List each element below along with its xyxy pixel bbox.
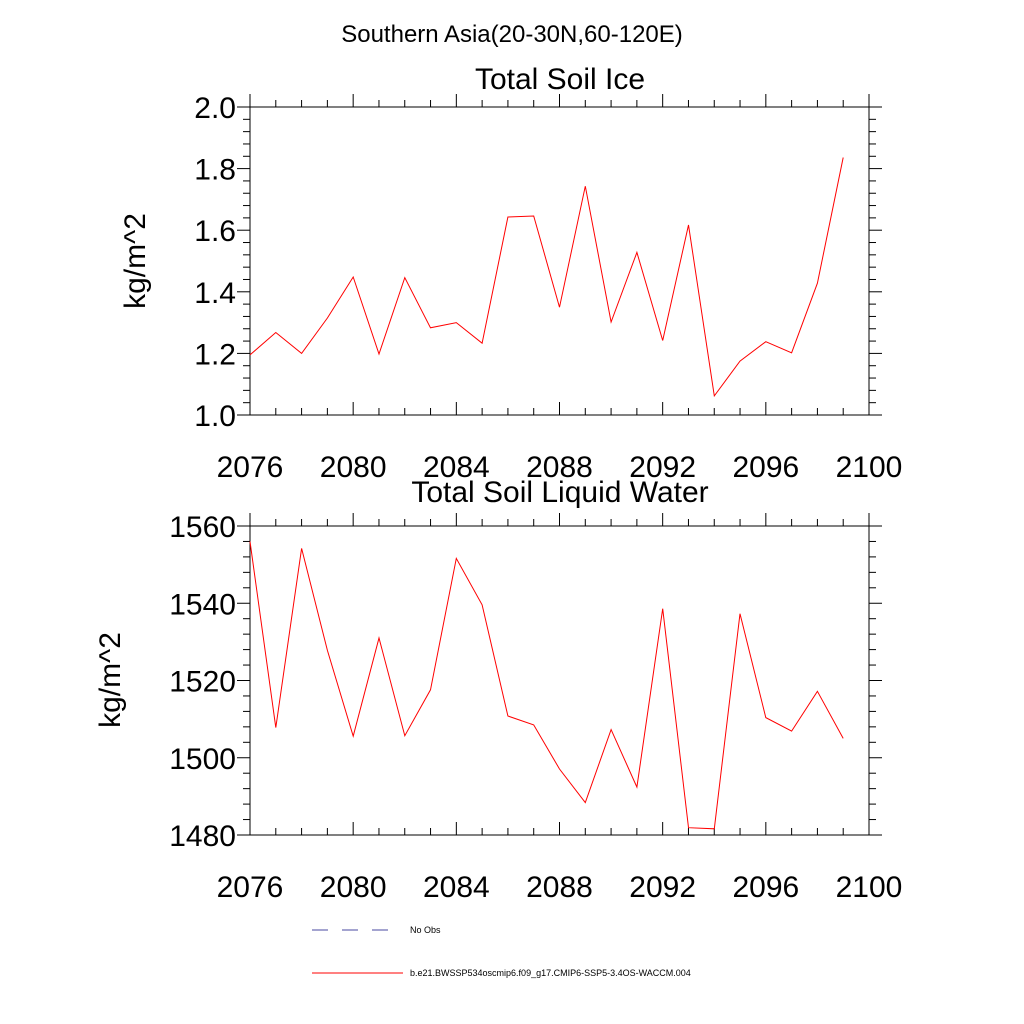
x-tick-label: 2088 <box>526 871 593 904</box>
tick-labels-total-soil-ice: 2076 2080 2084 2088 2092 2096 2100 1.0 1.2 1.4 1.6… <box>194 92 902 484</box>
x-tick-label: 2080 <box>320 871 387 904</box>
panel-title-total-soil-ice: Total Soil Ice <box>475 63 645 96</box>
legend-obs-label: No Obs <box>410 925 441 935</box>
x-tick-label: 2084 <box>423 451 490 484</box>
axis-ticks-total-soil-ice <box>237 94 882 416</box>
x-tick-label: 2100 <box>836 451 903 484</box>
y-tick-label: 1500 <box>169 743 236 776</box>
tick-labels-total-soil-liquid-water: 2076 2080 2084 2088 2092 2096 2100 1480 1500 1520… <box>169 511 902 904</box>
y-tick-label: 1.0 <box>194 400 236 433</box>
y-tick-label: 1.6 <box>194 215 236 248</box>
y-tick-label: 1520 <box>169 666 236 699</box>
y-tick-label: 1540 <box>169 588 236 621</box>
chart-panel-total-soil-liquid-water: Total Soil Liquid Water kg/m^2 2076 2080 2… <box>94 476 902 904</box>
series-total-soil-liquid-water <box>249 541 844 830</box>
figure-title: Southern Asia(20-30N,60-120E) <box>341 21 683 48</box>
x-tick-label: 2096 <box>732 871 799 904</box>
x-tick-label: 2100 <box>836 871 903 904</box>
plot-frame-total-soil-liquid-water <box>249 525 870 836</box>
plot-frame-total-soil-ice <box>249 106 870 416</box>
x-tick-label: 2076 <box>217 451 284 484</box>
y-tick-label: 2.0 <box>194 92 236 125</box>
x-tick-label: 2076 <box>217 871 284 904</box>
series-line-total-soil-liquid-water <box>249 541 844 830</box>
x-tick-label: 2088 <box>526 451 593 484</box>
y-tick-label: 1480 <box>169 820 236 853</box>
x-tick-label: 2080 <box>320 451 387 484</box>
series-line-total-soil-ice <box>249 157 844 398</box>
legend-model-label: b.e21.BWSSP534oscmip6.f09_g17.CMIP6-SSP5… <box>410 968 691 978</box>
y-axis-label-total-soil-liquid-water: kg/m^2 <box>94 632 127 728</box>
x-tick-label: 2092 <box>629 451 696 484</box>
panel-title-total-soil-liquid-water: Total Soil Liquid Water <box>411 476 708 509</box>
series-total-soil-ice <box>249 157 844 398</box>
y-tick-label: 1.8 <box>194 154 236 187</box>
y-tick-label: 1.4 <box>194 277 236 310</box>
y-axis-label-total-soil-ice: kg/m^2 <box>119 213 152 309</box>
y-tick-label: 1.2 <box>194 338 236 371</box>
x-tick-label: 2084 <box>423 871 490 904</box>
chart-panel-total-soil-ice: Total Soil Ice kg/m^2 2076 2080 2084 2088 20… <box>119 63 902 484</box>
axis-ticks-total-soil-liquid-water <box>237 513 882 836</box>
x-tick-label: 2092 <box>629 871 696 904</box>
legend: No Obs b.e21.BWSSP534oscmip6.f09_g17.CMI… <box>312 925 691 978</box>
x-tick-label: 2096 <box>732 451 799 484</box>
y-tick-label: 1560 <box>169 511 236 544</box>
